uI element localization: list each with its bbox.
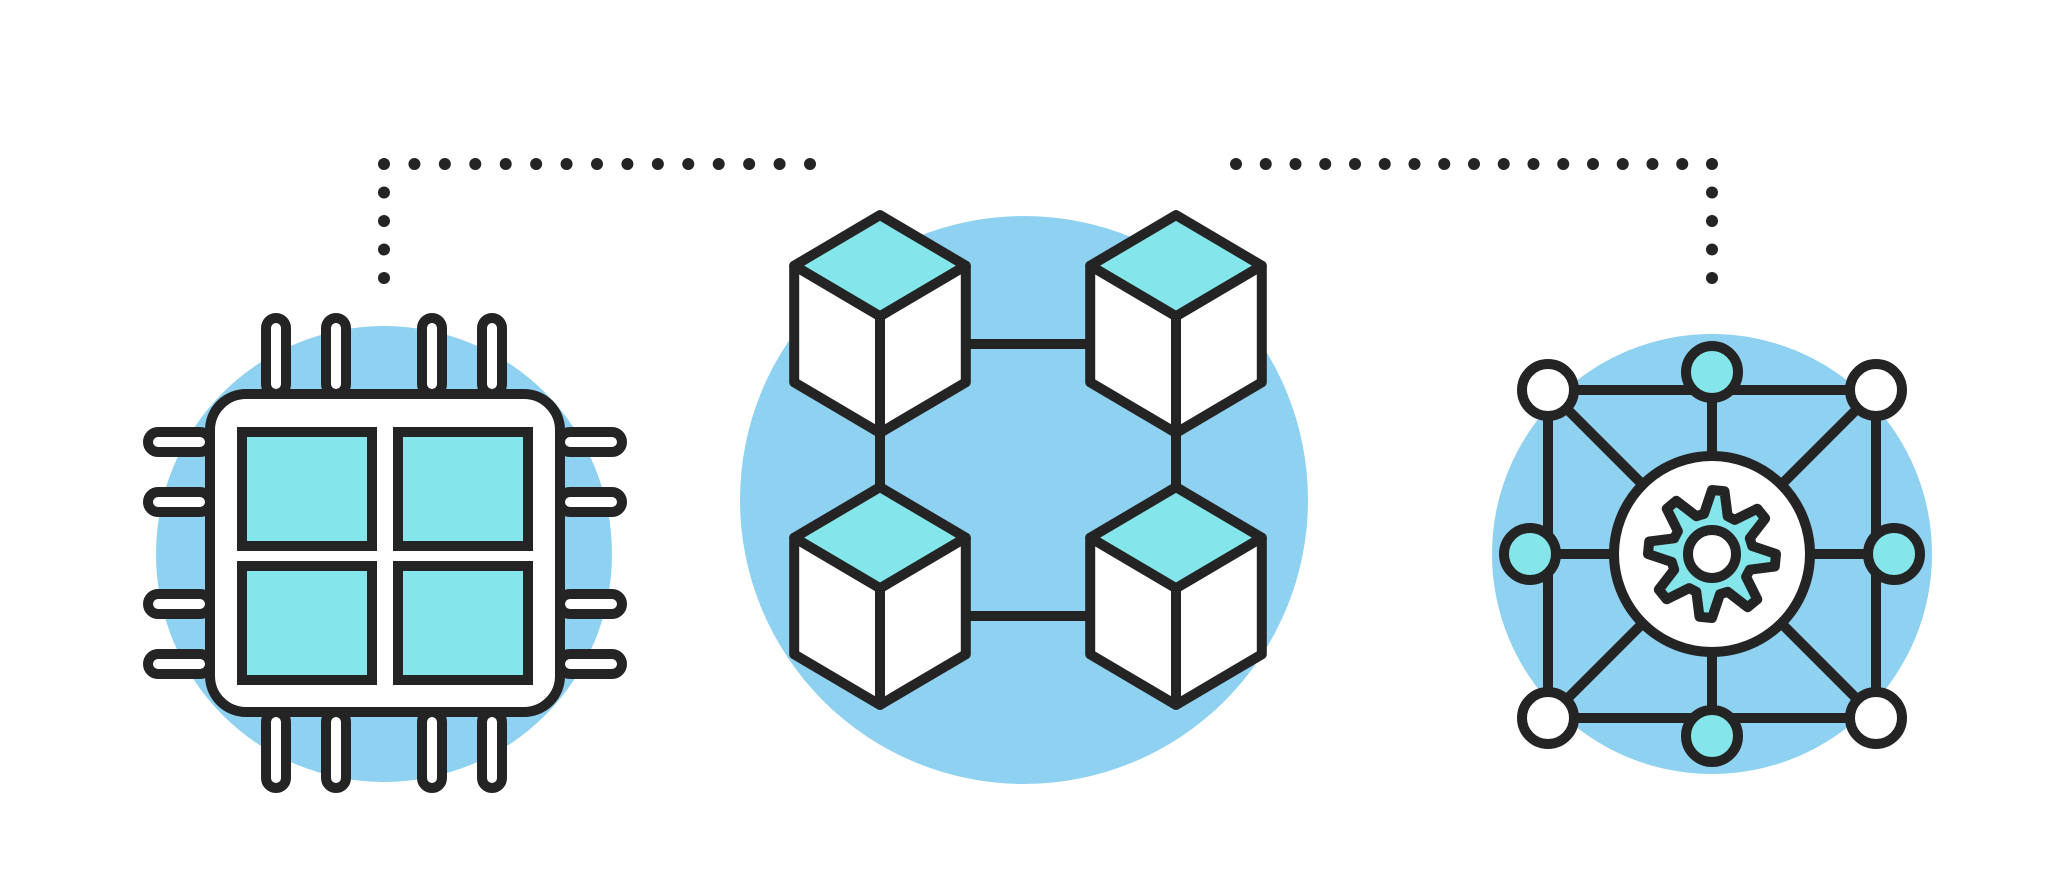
chip-pin <box>482 712 502 788</box>
chip-pin <box>148 492 210 512</box>
cube <box>1090 487 1262 705</box>
dotted-connector <box>378 158 816 284</box>
cube <box>794 215 966 433</box>
chip-pin <box>266 318 286 394</box>
network-node <box>1522 692 1574 744</box>
network-node <box>1686 710 1738 762</box>
cube <box>794 487 966 705</box>
chip-icon <box>148 318 622 788</box>
blockchain-icon <box>740 215 1308 784</box>
chip-pin <box>148 594 210 614</box>
network-node <box>1522 364 1574 416</box>
chip-pin <box>560 432 622 452</box>
chip-pin <box>422 318 442 394</box>
chip-pin <box>422 712 442 788</box>
chip-core <box>398 432 528 546</box>
network-node <box>1850 692 1902 744</box>
chip-pin <box>482 318 502 394</box>
chip-pin <box>560 654 622 674</box>
network-icon <box>1492 334 1932 774</box>
chip-core <box>242 432 372 546</box>
network-node <box>1686 346 1738 398</box>
chip-core <box>242 566 372 680</box>
network-node <box>1850 364 1902 416</box>
chip-pin <box>148 432 210 452</box>
chip-pin <box>148 654 210 674</box>
network-node <box>1504 528 1556 580</box>
cube <box>1090 215 1262 433</box>
chip-pin <box>326 712 346 788</box>
gear-hole <box>1688 530 1736 578</box>
chip-pin <box>326 318 346 394</box>
chip-core <box>398 566 528 680</box>
chip-pin <box>560 492 622 512</box>
network-node <box>1868 528 1920 580</box>
chip-pin <box>266 712 286 788</box>
dotted-connector <box>1230 158 1718 284</box>
chip-pin <box>560 594 622 614</box>
